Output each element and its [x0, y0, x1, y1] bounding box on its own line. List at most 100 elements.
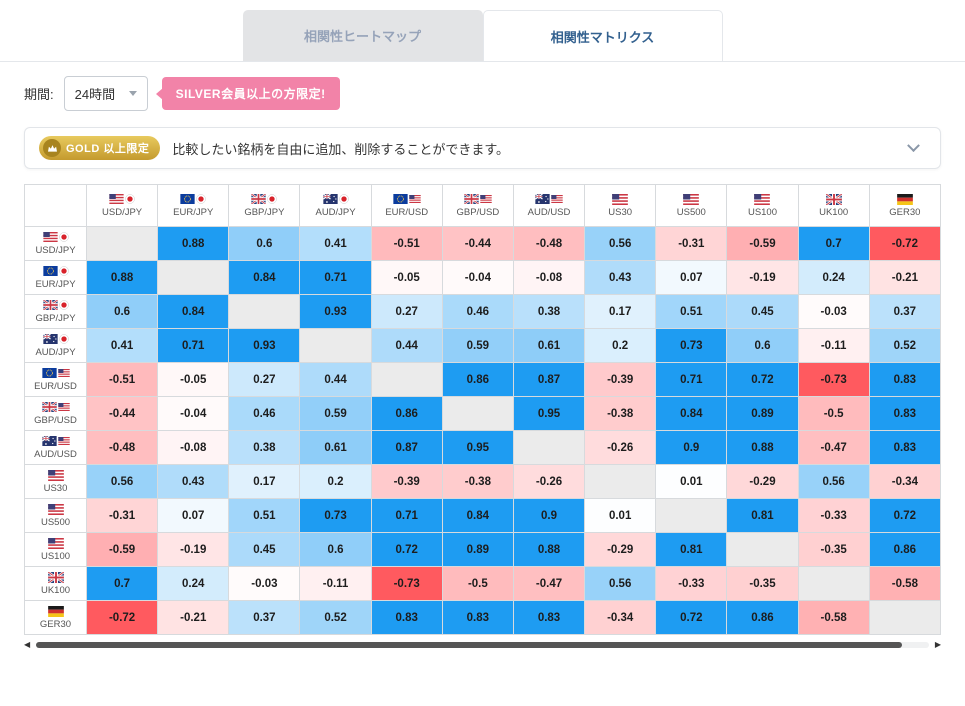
cell-US500-EUR/JPY: 0.07 [157, 498, 230, 533]
cell-GBP/JPY-US500: 0.51 [655, 294, 728, 329]
au-flag-icon [41, 436, 57, 446]
cell-AUD/USD-US100: 0.88 [726, 430, 799, 465]
cell-GBP/JPY-UK100: -0.03 [797, 294, 870, 329]
cell-AUD/JPY-US30: 0.2 [584, 328, 657, 363]
cell-GBP/USD-GER30: 0.83 [868, 396, 942, 431]
cell-GER30-AUD/JPY: 0.52 [299, 600, 372, 635]
cell-UK100-US100: -0.35 [726, 566, 799, 601]
cell-AUD/USD-USD/JPY: -0.48 [85, 430, 159, 465]
scrollbar-track[interactable] [36, 642, 929, 648]
cell-GBP/JPY-EUR/USD: 0.27 [370, 294, 443, 329]
instrument-name: US100 [747, 207, 778, 218]
row-header-UK100: UK100 [24, 566, 87, 601]
cell-GBP/JPY-AUD/USD: 0.38 [512, 294, 586, 329]
cell-GBP/USD-USD/JPY: -0.44 [85, 396, 159, 431]
gb-flag-icon [42, 300, 58, 310]
us-flag-icon [754, 193, 771, 205]
matrix-header-row: USD/JPY EUR/JPY GBP/JPY AUD/JPY EUR/USD GBP/U… [24, 184, 942, 227]
cell-US500-GBP/JPY: 0.51 [228, 498, 301, 533]
cell-EUR/USD-USD/JPY: -0.51 [85, 362, 159, 397]
de-flag-icon [47, 605, 64, 617]
instrument-label: UK100 [799, 190, 869, 221]
instrument-name: US100 [40, 551, 71, 562]
cell-AUD/JPY-UK100: -0.11 [797, 328, 870, 363]
cell-USD/JPY-US100: -0.59 [726, 226, 799, 261]
period-row: 期間: 24時間 SILVER会員以上の方限定! [24, 76, 941, 111]
period-label: 期間: [24, 87, 54, 102]
cell-GBP/USD-EUR/JPY: -0.04 [157, 396, 230, 431]
instrument-label: EUR/JPY [158, 190, 228, 221]
row-header-US500: US500 [24, 498, 87, 533]
cell-EUR/JPY-US100: -0.19 [726, 260, 799, 295]
cell-EUR/USD-EUR/JPY: -0.05 [157, 362, 230, 397]
row-header-AUD/USD: AUD/USD [24, 430, 87, 465]
cell-EUR/JPY-US500: 0.07 [655, 260, 728, 295]
tab-correlation-matrix[interactable]: 相関性マトリクス [482, 10, 723, 61]
matrix-row-USD/JPY: USD/JPY 0.88 0.6 0.41 -0.51 -0.44 -0.48 0.56 -0.… [24, 226, 942, 261]
scrollbar-thumb[interactable] [36, 642, 903, 648]
instrument-label: EUR/USD [25, 364, 86, 395]
us-flag-icon [57, 403, 70, 411]
column-header-US30: US30 [584, 184, 657, 227]
scroll-right-icon[interactable]: ▶ [934, 640, 941, 649]
gold-banner-text: 比較したい銘柄を自由に追加、削除することができます。 [172, 141, 510, 157]
instrument-label: US500 [656, 190, 726, 221]
au-flag-icon [42, 334, 58, 344]
cell-GBP/USD-GBP/USD [441, 396, 514, 431]
cell-GBP/JPY-AUD/JPY: 0.93 [299, 294, 372, 329]
corner-cell [24, 184, 87, 227]
us-flag-icon [480, 195, 492, 203]
gold-feature-banner[interactable]: GOLD 以上限定 比較したい銘柄を自由に追加、削除することができます。 [24, 127, 941, 169]
us-flag-icon [612, 193, 629, 205]
period-select[interactable]: 24時間 [63, 76, 148, 111]
period-selected-value: 24時間 [74, 87, 116, 102]
column-header-EUR/USD: EUR/USD [370, 184, 443, 227]
cell-EUR/USD-US30: -0.39 [584, 362, 657, 397]
cell-AUD/JPY-US100: 0.6 [726, 328, 799, 363]
cell-GER30-US500: 0.72 [655, 600, 728, 635]
cell-USD/JPY-GBP/USD: -0.44 [441, 226, 514, 261]
chevron-down-icon[interactable] [907, 138, 920, 152]
eu-flag-icon [41, 368, 57, 378]
row-header-GER30: GER30 [24, 600, 87, 635]
au-flag-icon [535, 194, 550, 204]
horizontal-scrollbar[interactable]: ◀ ▶ [24, 639, 941, 651]
cell-US500-AUD/JPY: 0.73 [299, 498, 372, 533]
gb-flag-icon [41, 402, 57, 412]
instrument-name: GER30 [39, 619, 72, 630]
eu-flag-icon [393, 194, 408, 204]
instrument-label: GBP/JPY [25, 296, 86, 327]
tab-correlation-heatmap[interactable]: 相関性ヒートマップ [242, 10, 483, 61]
cell-US500-EUR/USD: 0.71 [370, 498, 443, 533]
cell-GER30-EUR/JPY: -0.21 [157, 600, 230, 635]
cell-AUD/JPY-GBP/JPY: 0.93 [228, 328, 301, 363]
row-header-EUR/JPY: EUR/JPY [24, 260, 87, 295]
cell-US30-GBP/USD: -0.38 [441, 464, 514, 499]
cell-EUR/JPY-GBP/USD: -0.04 [441, 260, 514, 295]
cell-AUD/JPY-EUR/USD: 0.44 [370, 328, 443, 363]
cell-US100-EUR/JPY: -0.19 [157, 532, 230, 567]
matrix-row-EUR/USD: EUR/USD -0.51 -0.05 0.27 0.44 0.86 0.87 -0.39 0.… [24, 362, 942, 397]
cell-UK100-GBP/JPY: -0.03 [228, 566, 301, 601]
cell-GBP/USD-GBP/JPY: 0.46 [228, 396, 301, 431]
scroll-left-icon[interactable]: ◀ [24, 640, 31, 649]
instrument-name: AUD/JPY [315, 207, 356, 218]
column-header-GBP/USD: GBP/USD [441, 184, 514, 227]
column-header-US500: US500 [655, 184, 728, 227]
cell-USD/JPY-EUR/USD: -0.51 [370, 226, 443, 261]
cell-US500-US100: 0.81 [726, 498, 799, 533]
instrument-label: GER30 [870, 190, 940, 221]
us-flag-icon [109, 194, 124, 204]
instrument-label: US500 [25, 500, 86, 531]
cell-US100-GBP/USD: 0.89 [441, 532, 514, 567]
cell-US500-USD/JPY: -0.31 [85, 498, 159, 533]
cell-AUD/JPY-USD/JPY: 0.41 [85, 328, 159, 363]
cell-US500-GER30: 0.72 [868, 498, 942, 533]
cell-EUR/USD-EUR/USD [370, 362, 443, 397]
cell-EUR/USD-GER30: 0.83 [868, 362, 942, 397]
cell-AUD/JPY-US500: 0.73 [655, 328, 728, 363]
matrix-row-GER30: GER30 -0.72 -0.21 0.37 0.52 0.83 0.83 0.83 -0.34… [24, 600, 942, 635]
column-header-AUD/JPY: AUD/JPY [299, 184, 372, 227]
cell-GBP/JPY-US100: 0.45 [726, 294, 799, 329]
cell-EUR/JPY-GBP/JPY: 0.84 [228, 260, 301, 295]
